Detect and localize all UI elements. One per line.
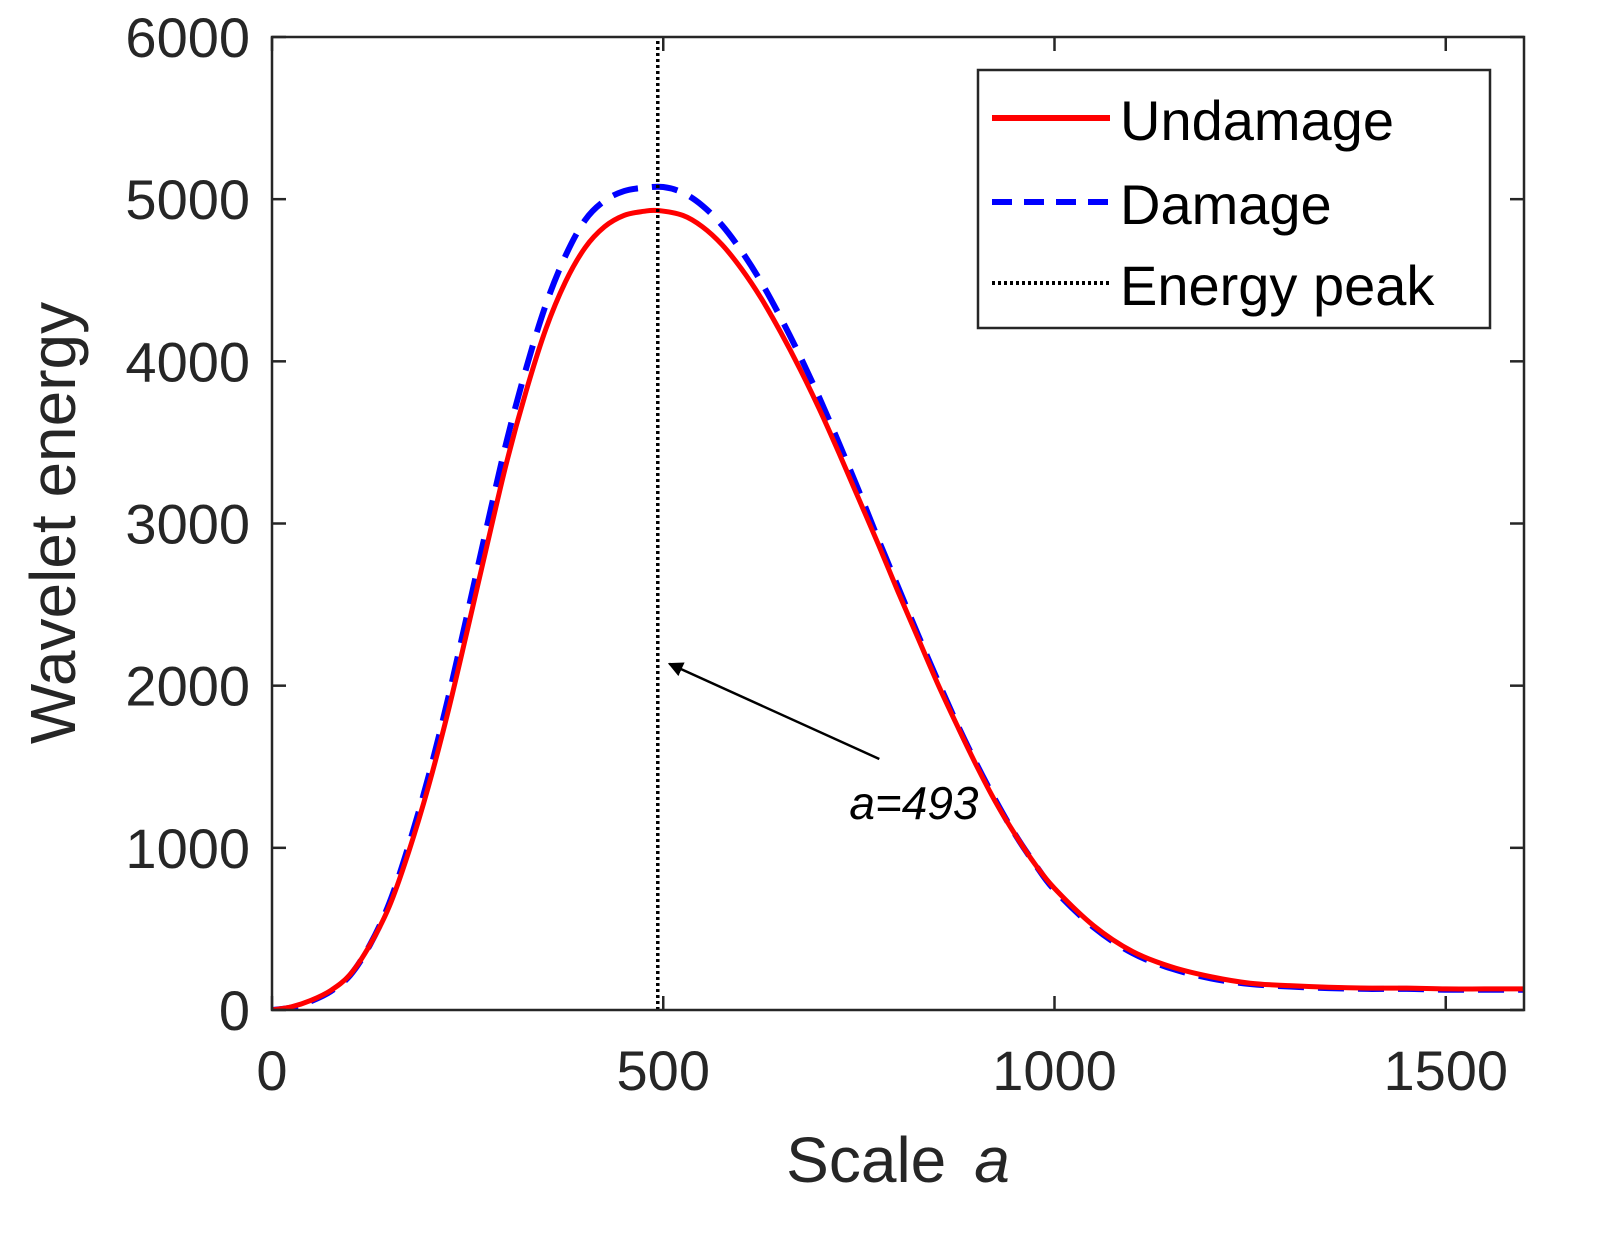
y-tick-label: 3000 [125, 493, 250, 556]
annotation-value: =493 [875, 777, 979, 829]
y-tick-label: 0 [219, 979, 250, 1042]
annotation-variable: a [849, 777, 875, 829]
y-tick-label: 5000 [125, 168, 250, 231]
x-axis-title: Scale a [786, 1124, 1010, 1196]
x-axis-title-text: Scale [786, 1124, 946, 1196]
legend-label-energy-peak: Energy peak [1120, 254, 1435, 317]
y-axis-title: Wavelet energy [17, 302, 89, 744]
y-axis-ticks: 0 1000 2000 3000 4000 5000 6000 [125, 6, 1524, 1042]
x-tick-label: 1000 [992, 1039, 1117, 1102]
x-tick-label: 500 [617, 1039, 710, 1102]
y-tick-label: 2000 [125, 655, 250, 718]
series-lines [272, 37, 1524, 1010]
x-axis-title-variable: a [974, 1124, 1010, 1196]
y-tick-label: 6000 [125, 6, 250, 69]
annotation-arrow [667, 662, 880, 761]
series-line-undamage [272, 207, 1524, 1010]
y-tick-label: 4000 [125, 330, 250, 393]
annotation-label: a=493 [849, 777, 979, 829]
legend-label-undamage: Undamage [1120, 89, 1394, 152]
x-tick-label: 1500 [1383, 1039, 1508, 1102]
legend: Undamage Damage Energy peak [976, 68, 1492, 330]
x-tick-label: 0 [256, 1039, 287, 1102]
annotation-peak: a=493 [667, 662, 979, 829]
y-tick-label: 1000 [125, 817, 250, 880]
x-axis-ticks: 0 500 1000 1500 [256, 37, 1508, 1102]
legend-label-damage: Damage [1120, 173, 1332, 236]
